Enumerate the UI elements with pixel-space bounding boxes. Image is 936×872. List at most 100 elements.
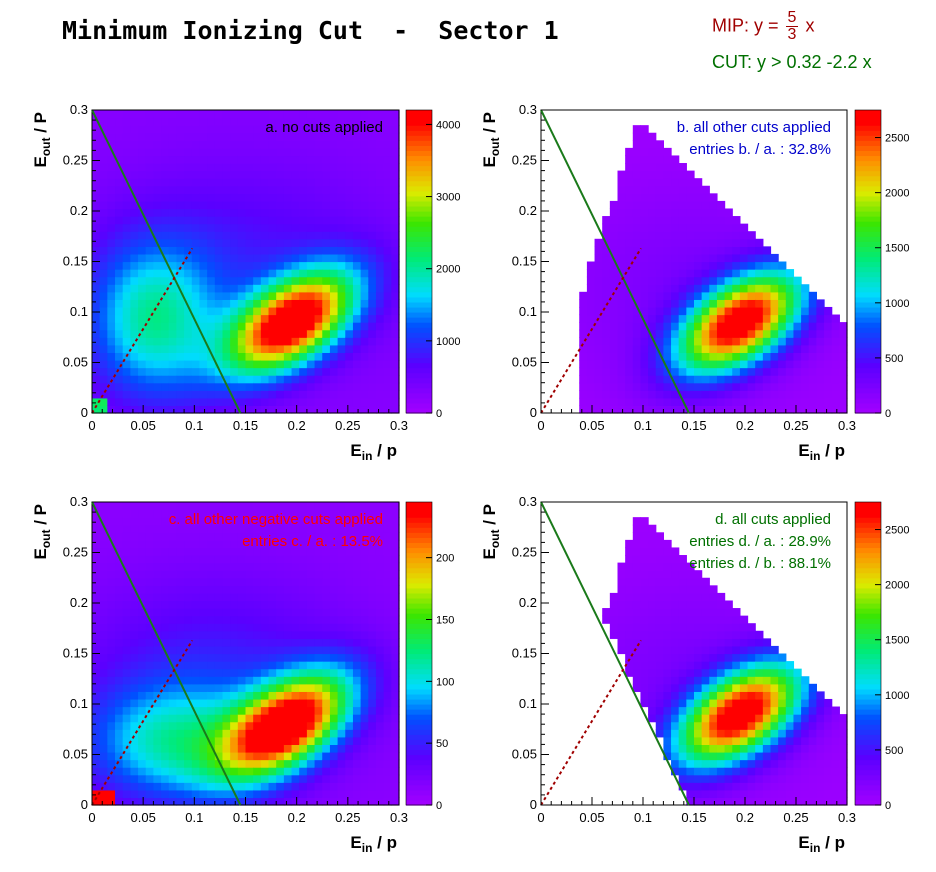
heatmap-cell [191,600,201,609]
heatmap-cell [138,314,147,323]
heatmap-cell [383,291,392,300]
heatmap-cell [115,223,124,232]
heatmap-cell [716,789,726,799]
heatmap-cell [602,322,611,331]
heatmap-cell [122,375,131,384]
heatmap-cell [337,532,346,541]
heatmap-cell [663,608,672,617]
heatmap-cell [337,721,346,730]
heatmap-cell [207,390,216,399]
heatmap-cell [732,337,741,346]
heatmap-cell [648,253,657,263]
heatmap-cell [345,555,354,564]
heatmap-cell [602,231,611,240]
heatmap-cell [625,147,634,157]
heatmap-cell [360,337,369,346]
heatmap-cell [253,110,262,119]
heatmap-cell [314,555,323,564]
color-bar-step [855,327,881,333]
heatmap-cell [237,261,247,270]
heatmap-cell [214,797,224,806]
heatmap-cell [207,714,216,723]
heatmap-cell [161,676,170,685]
heatmap-cell [260,577,270,586]
heatmap-cell [831,375,840,384]
heatmap-cell [579,397,588,407]
heatmap-cell [306,706,316,715]
heatmap-cell [337,231,346,240]
heatmap-cell [322,185,331,194]
heatmap-cell [199,653,208,662]
heatmap-cell [283,140,293,149]
heatmap-cell [268,532,277,541]
heatmap-cell [640,375,649,384]
heatmap-cell [253,284,262,293]
heatmap-cell [291,759,300,768]
heatmap-cell [260,238,270,247]
color-bar-step [855,276,881,283]
heatmap-cell [383,562,392,571]
color-bar-step [855,407,881,414]
heatmap-cell [314,676,323,685]
heatmap-cell [640,532,649,541]
heatmap-cell [176,539,185,549]
heatmap-cell [686,570,695,579]
heatmap-cell [632,539,642,549]
heatmap-cell [306,691,316,700]
heatmap-cell [145,555,154,564]
heatmap-cell [276,314,285,323]
heatmap-cell [755,253,764,263]
heatmap-cell [168,276,178,285]
heatmap-cell [391,200,400,210]
heatmap-cell [368,208,377,217]
heatmap-cell [199,299,208,308]
heatmap-cell [145,110,154,119]
heatmap-cell [199,676,208,685]
heatmap-cell [299,797,308,806]
heatmap-cell [306,751,316,761]
heatmap-cell [655,390,664,399]
heatmap-cell [694,367,703,376]
heatmap-cell [368,789,377,799]
heatmap-cell [655,246,664,255]
heatmap-cell [276,668,285,677]
heatmap-cell [214,155,224,164]
heatmap-cell [168,306,178,316]
color-bar-step [855,246,881,252]
heatmap-cell [701,390,710,399]
heatmap-cell [602,299,611,308]
heatmap-cell [801,284,810,293]
heatmap-cell [299,638,308,647]
heatmap-cell [694,284,703,293]
heatmap-cell [176,698,185,708]
heatmap-cell [648,314,657,323]
heatmap-cell [268,509,277,518]
heatmap-cell [801,405,810,414]
heatmap-cell [222,132,231,141]
heatmap-cell [176,223,185,232]
heatmap-cell [283,661,293,670]
heatmap-cell [808,291,817,300]
heatmap-cell [176,269,185,278]
color-bar-step [855,402,881,409]
heatmap-cell [337,729,346,738]
heatmap-cell [337,608,346,617]
heatmap-cell [716,615,726,624]
heatmap-cell [191,314,201,323]
heatmap-cell [130,375,139,384]
heatmap-cell [299,751,308,761]
heatmap-cell [92,767,101,776]
heatmap-cell [138,170,147,179]
heatmap-cell [161,691,170,700]
heatmap-cell [839,359,848,369]
heatmap-cell [199,253,208,263]
heatmap-cell [107,405,116,414]
heatmap-cell [184,562,193,571]
heatmap-cell [237,517,247,526]
heatmap-cell [153,208,162,217]
heatmap-cell [161,344,170,353]
heatmap-cell [138,630,147,639]
heatmap-cell [268,185,277,194]
heatmap-cell [625,155,634,164]
